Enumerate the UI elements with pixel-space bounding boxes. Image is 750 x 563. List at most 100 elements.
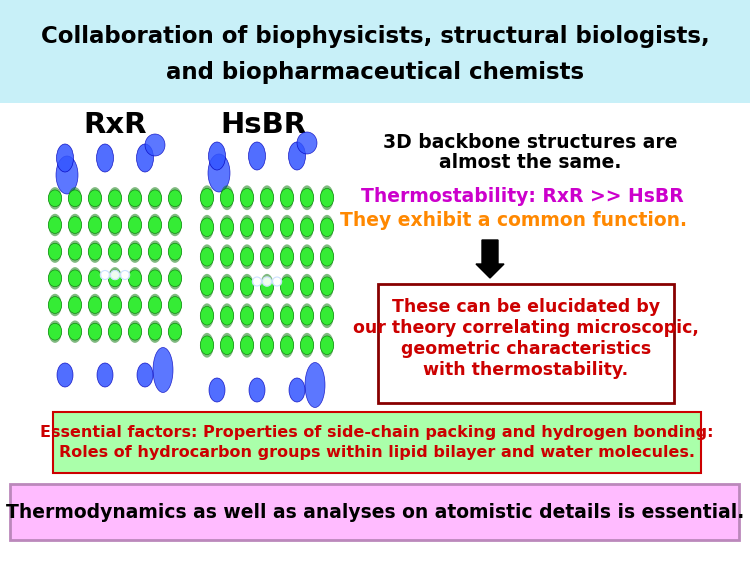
Ellipse shape bbox=[260, 189, 274, 207]
Ellipse shape bbox=[320, 303, 334, 328]
Ellipse shape bbox=[320, 306, 334, 325]
Ellipse shape bbox=[88, 323, 102, 340]
FancyBboxPatch shape bbox=[378, 284, 674, 403]
Text: 3D backbone structures are: 3D backbone structures are bbox=[382, 133, 677, 153]
Ellipse shape bbox=[108, 297, 122, 314]
Circle shape bbox=[253, 277, 262, 286]
Ellipse shape bbox=[128, 294, 142, 316]
Ellipse shape bbox=[88, 217, 102, 234]
Ellipse shape bbox=[280, 185, 294, 210]
Ellipse shape bbox=[280, 333, 294, 358]
Ellipse shape bbox=[48, 214, 62, 236]
Ellipse shape bbox=[260, 274, 274, 298]
Ellipse shape bbox=[300, 185, 313, 210]
Ellipse shape bbox=[168, 267, 182, 289]
Ellipse shape bbox=[148, 190, 162, 207]
Ellipse shape bbox=[108, 267, 122, 289]
Ellipse shape bbox=[300, 215, 313, 240]
Ellipse shape bbox=[88, 270, 102, 287]
Ellipse shape bbox=[200, 185, 214, 210]
Ellipse shape bbox=[56, 144, 74, 172]
Ellipse shape bbox=[108, 187, 122, 209]
Ellipse shape bbox=[220, 274, 234, 298]
FancyBboxPatch shape bbox=[0, 103, 750, 498]
Ellipse shape bbox=[320, 218, 334, 236]
Text: Thermodynamics as well as analyses on atomistic details is essential.: Thermodynamics as well as analyses on at… bbox=[6, 503, 744, 521]
Ellipse shape bbox=[280, 189, 294, 207]
Ellipse shape bbox=[88, 267, 102, 289]
Ellipse shape bbox=[220, 336, 234, 355]
Ellipse shape bbox=[137, 363, 153, 387]
Ellipse shape bbox=[240, 277, 254, 296]
Text: almost the same.: almost the same. bbox=[439, 154, 621, 172]
Ellipse shape bbox=[300, 244, 313, 269]
Ellipse shape bbox=[108, 217, 122, 234]
Ellipse shape bbox=[280, 248, 294, 266]
Ellipse shape bbox=[240, 185, 254, 210]
Ellipse shape bbox=[300, 274, 313, 298]
Ellipse shape bbox=[220, 185, 234, 210]
Ellipse shape bbox=[168, 214, 182, 236]
FancyBboxPatch shape bbox=[10, 484, 739, 540]
Ellipse shape bbox=[240, 333, 254, 358]
Ellipse shape bbox=[48, 187, 62, 209]
Text: and biopharmaceutical chemists: and biopharmaceutical chemists bbox=[166, 60, 584, 83]
Ellipse shape bbox=[148, 267, 162, 289]
Ellipse shape bbox=[240, 244, 254, 269]
Ellipse shape bbox=[200, 248, 214, 266]
Circle shape bbox=[121, 270, 130, 279]
FancyArrow shape bbox=[476, 240, 504, 278]
Ellipse shape bbox=[48, 294, 62, 316]
Ellipse shape bbox=[260, 215, 274, 240]
Ellipse shape bbox=[320, 277, 334, 296]
Ellipse shape bbox=[260, 277, 274, 296]
Ellipse shape bbox=[289, 142, 305, 170]
Ellipse shape bbox=[200, 306, 214, 325]
Text: Collaboration of biophysicists, structural biologists,: Collaboration of biophysicists, structur… bbox=[40, 25, 709, 47]
Ellipse shape bbox=[88, 243, 102, 260]
Ellipse shape bbox=[128, 217, 142, 234]
Ellipse shape bbox=[200, 336, 214, 355]
Ellipse shape bbox=[200, 333, 214, 358]
Ellipse shape bbox=[68, 243, 82, 260]
Ellipse shape bbox=[320, 189, 334, 207]
Ellipse shape bbox=[68, 323, 82, 340]
Ellipse shape bbox=[320, 248, 334, 266]
Ellipse shape bbox=[128, 243, 142, 260]
Ellipse shape bbox=[260, 336, 274, 355]
Ellipse shape bbox=[320, 333, 334, 358]
Ellipse shape bbox=[168, 320, 182, 343]
Ellipse shape bbox=[57, 363, 73, 387]
Ellipse shape bbox=[280, 336, 294, 355]
Ellipse shape bbox=[300, 336, 313, 355]
Ellipse shape bbox=[240, 189, 254, 207]
Ellipse shape bbox=[148, 297, 162, 314]
Ellipse shape bbox=[148, 294, 162, 316]
Ellipse shape bbox=[208, 154, 230, 192]
Ellipse shape bbox=[260, 248, 274, 266]
Ellipse shape bbox=[220, 218, 234, 236]
Ellipse shape bbox=[200, 244, 214, 269]
Ellipse shape bbox=[168, 270, 182, 287]
Text: Essential factors: Properties of side-chain packing and hydrogen bonding:: Essential factors: Properties of side-ch… bbox=[40, 425, 714, 440]
Ellipse shape bbox=[88, 187, 102, 209]
Ellipse shape bbox=[68, 267, 82, 289]
Ellipse shape bbox=[260, 333, 274, 358]
Ellipse shape bbox=[220, 306, 234, 325]
Ellipse shape bbox=[300, 189, 313, 207]
Ellipse shape bbox=[300, 333, 313, 358]
Ellipse shape bbox=[48, 243, 62, 260]
Ellipse shape bbox=[297, 132, 317, 154]
Ellipse shape bbox=[168, 323, 182, 340]
Ellipse shape bbox=[148, 270, 162, 287]
Text: RxR: RxR bbox=[83, 111, 147, 139]
Ellipse shape bbox=[48, 297, 62, 314]
Ellipse shape bbox=[136, 144, 154, 172]
Ellipse shape bbox=[97, 144, 113, 172]
Ellipse shape bbox=[248, 142, 266, 170]
Ellipse shape bbox=[240, 274, 254, 298]
Ellipse shape bbox=[220, 215, 234, 240]
Ellipse shape bbox=[48, 190, 62, 207]
Ellipse shape bbox=[168, 297, 182, 314]
Ellipse shape bbox=[300, 218, 313, 236]
